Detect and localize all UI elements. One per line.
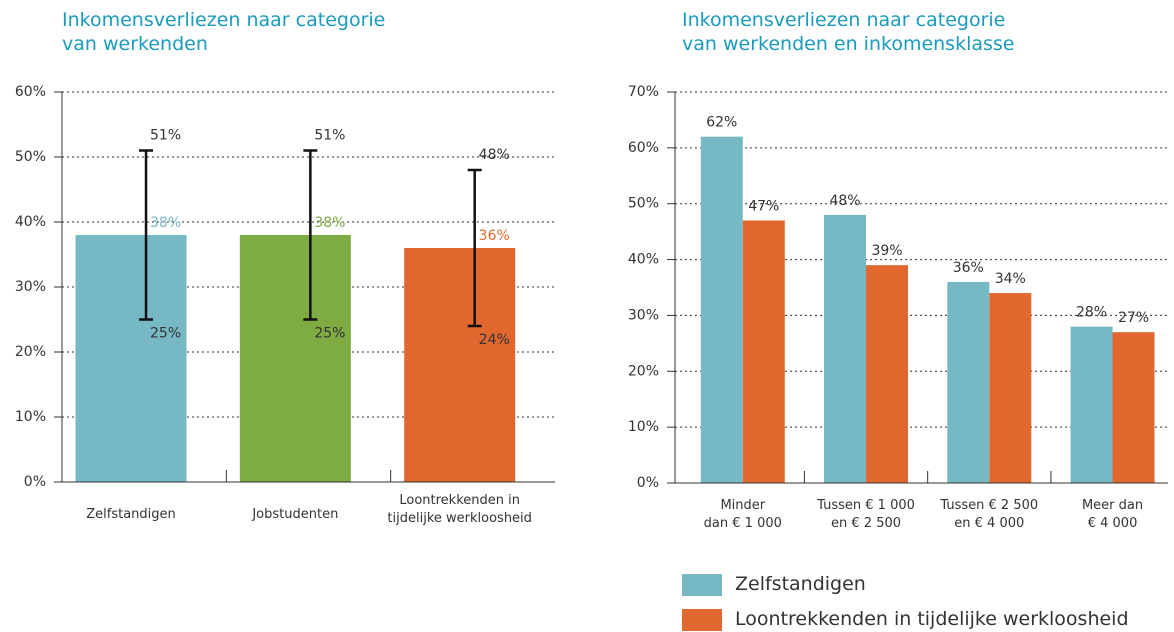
y-tick-label: 20%	[628, 363, 659, 379]
y-tick-label: 70%	[628, 84, 659, 100]
chart-title: Inkomensverliezen naar categorie van wer…	[62, 9, 386, 55]
x-tick-label: Minder dan € 1 000	[703, 498, 782, 531]
value-label: 38%	[314, 215, 345, 231]
legend-swatch	[682, 609, 722, 631]
error-label: 25%	[314, 326, 345, 342]
error-label: 51%	[314, 128, 345, 144]
y-tick-label: 50%	[628, 196, 659, 212]
y-tick-label: 30%	[15, 279, 46, 295]
y-tick-label: 60%	[628, 140, 659, 156]
value-label: 47%	[748, 198, 779, 214]
bar	[75, 235, 187, 482]
y-tick-label: 60%	[15, 84, 46, 100]
x-tick-label: Tussen € 1 000 en € 2 500	[817, 498, 915, 531]
legend-swatch	[682, 574, 722, 596]
y-tick-label: 20%	[15, 344, 46, 360]
bar	[989, 293, 1032, 483]
error-label: 48%	[479, 147, 510, 163]
value-label: 36%	[479, 228, 510, 244]
bar	[742, 220, 785, 483]
bar	[947, 281, 990, 483]
error-label: 24%	[479, 332, 510, 348]
bar	[404, 248, 516, 482]
y-tick-label: 10%	[15, 409, 46, 425]
y-tick-label: 0%	[637, 475, 659, 491]
x-tick-label: Meer dan € 4 000	[1081, 498, 1144, 531]
bar	[239, 235, 351, 482]
x-tick-label: Zelfstandigen	[86, 507, 176, 522]
y-tick-label: 50%	[15, 149, 46, 165]
x-tick-label: Tussen € 2 500 en € 4 000	[940, 498, 1039, 531]
y-tick-label: 40%	[15, 214, 46, 230]
y-tick-label: 40%	[628, 252, 659, 268]
value-label: 62%	[706, 115, 737, 131]
legend-label: Zelfstandigen	[735, 573, 866, 595]
chart-title: Inkomensverliezen naar categorie van wer…	[682, 9, 1015, 55]
value-label: 27%	[1118, 310, 1149, 326]
value-label: 48%	[829, 193, 860, 209]
bar	[1070, 326, 1113, 483]
value-label: 39%	[871, 243, 902, 259]
value-label: 28%	[1076, 305, 1107, 321]
x-tick-label: Jobstudenten	[252, 507, 339, 522]
value-label: 36%	[953, 260, 984, 276]
value-label: 38%	[150, 215, 181, 231]
y-tick-label: 30%	[628, 307, 659, 323]
x-tick-label: Loontrekkenden in tijdelijke werklooshei…	[387, 493, 532, 526]
y-tick-label: 0%	[24, 474, 46, 490]
y-tick-label: 10%	[628, 419, 659, 435]
bar	[700, 136, 743, 483]
legend-label: Loontrekkenden in tijdelijke werklooshei…	[735, 608, 1129, 630]
bar	[824, 214, 867, 483]
bar	[866, 265, 909, 483]
bar	[1112, 332, 1155, 483]
value-label: 34%	[995, 271, 1026, 287]
error-label: 51%	[150, 128, 181, 144]
error-label: 25%	[150, 326, 181, 342]
